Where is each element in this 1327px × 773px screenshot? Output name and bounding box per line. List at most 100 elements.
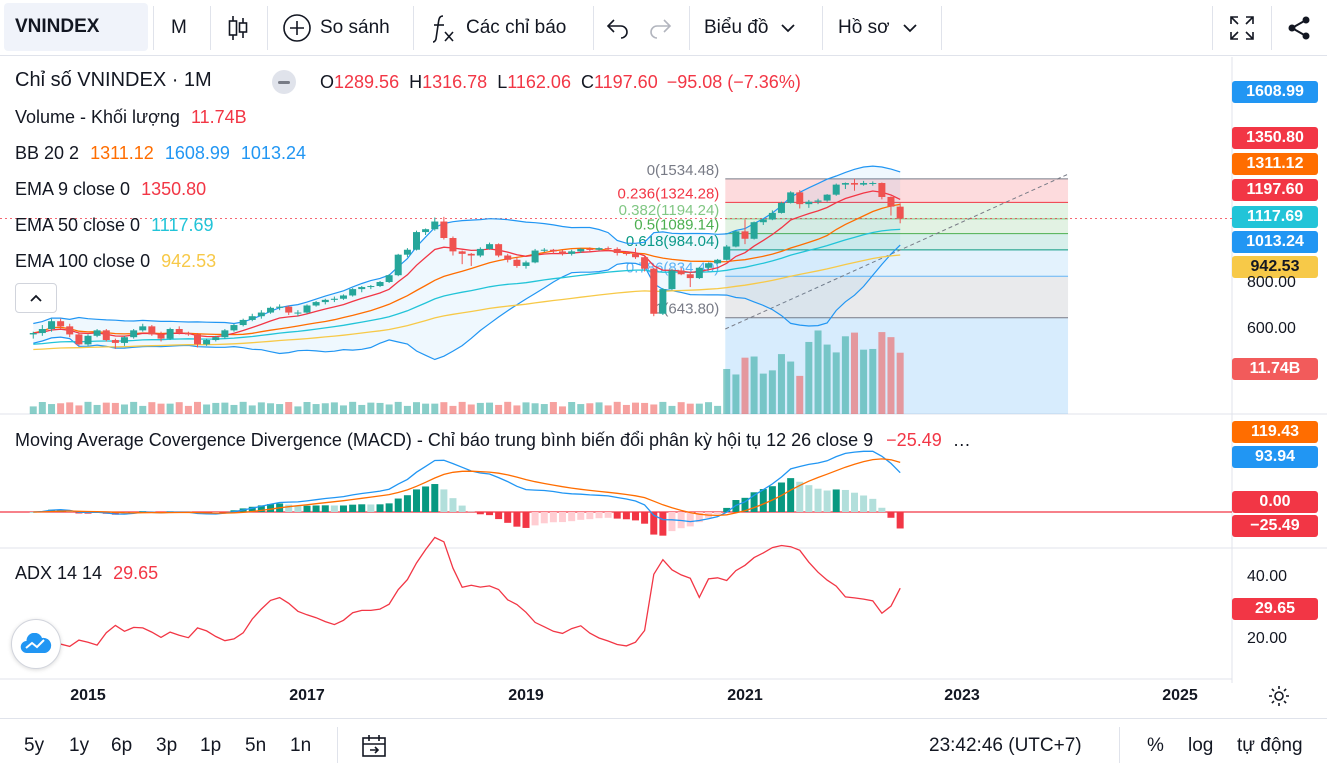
candle-style-button[interactable] — [226, 0, 250, 55]
low-label: L — [497, 72, 508, 92]
gear-icon — [1269, 686, 1289, 706]
volume-bar — [677, 402, 685, 414]
macd-histogram-bar — [285, 504, 293, 512]
auto-toggle[interactable]: tự động — [1237, 735, 1303, 756]
macd-histogram-bar — [878, 507, 886, 512]
volume-bar — [312, 404, 320, 414]
high-value: 1316.78 — [422, 72, 488, 92]
macd-histogram-bar — [540, 512, 548, 524]
candle-body — [668, 270, 676, 290]
percent-toggle[interactable]: % — [1147, 735, 1164, 756]
redo-button[interactable] — [648, 0, 672, 55]
candle-body — [896, 206, 904, 219]
bb-legend: BB 20 2 1311.12 1608.99 1013.24 — [15, 143, 306, 164]
macd-histogram-bar — [504, 512, 512, 523]
chart-layout-button[interactable]: Biểu đồ — [704, 0, 796, 55]
go-to-date-button[interactable] — [360, 719, 388, 773]
symbol-search-button[interactable]: VNINDEX — [4, 3, 148, 51]
volume-bar — [768, 370, 776, 414]
volume-bar — [57, 403, 65, 414]
candle-body — [869, 183, 877, 185]
time-axis-label: 2015 — [70, 687, 106, 704]
macd-histogram-bar — [358, 504, 366, 512]
volume-bar — [832, 352, 840, 414]
candle-body — [276, 306, 284, 308]
volume-bar — [358, 404, 366, 414]
adx-legend: ADX 14 14 29.65 — [15, 563, 158, 584]
candle-body — [878, 183, 886, 197]
chevron-down-icon — [902, 23, 917, 32]
interval-button[interactable]: M — [171, 16, 187, 38]
bottom-divider — [337, 727, 338, 763]
toolbar-divider — [153, 6, 154, 50]
volume-bar — [604, 405, 612, 414]
fib-zone — [725, 218, 1069, 234]
candle-body — [57, 321, 65, 327]
undo-button[interactable] — [606, 0, 630, 55]
bb-label: BB 20 2 — [15, 143, 80, 163]
candle-body — [641, 257, 649, 269]
add-circle-icon — [283, 13, 311, 42]
profile-button[interactable]: Hồ sơ — [838, 0, 918, 55]
log-toggle[interactable]: log — [1188, 735, 1214, 756]
open-label: O — [320, 72, 335, 92]
candle-body — [832, 184, 840, 195]
macd-histogram-bar — [777, 482, 785, 512]
range-button-1p[interactable]: 1p — [200, 735, 222, 756]
chart-settings-button[interactable] — [1267, 684, 1291, 708]
range-button-1n[interactable]: 1n — [290, 735, 312, 756]
range-button-3p[interactable]: 3p — [156, 735, 178, 756]
macd-histogram-bar — [294, 505, 302, 512]
range-button-5y[interactable]: 5y — [24, 735, 45, 756]
macd-histogram-bar — [714, 512, 722, 514]
range-button-6p[interactable]: 6p — [111, 735, 133, 756]
collapse-legend-button[interactable] — [15, 283, 57, 313]
range-button-1y[interactable]: 1y — [69, 735, 90, 756]
candle-body — [321, 299, 329, 303]
open-value: 1289.56 — [334, 72, 400, 92]
volume-bar — [796, 375, 804, 414]
volume-bar — [841, 336, 849, 414]
volume-bar — [66, 402, 74, 414]
candle-body — [841, 183, 849, 185]
macd-histogram-bar — [513, 512, 521, 527]
macd-signal-line — [33, 458, 901, 517]
candle-body — [312, 302, 320, 306]
volume-bar — [586, 403, 594, 414]
volume-bar — [887, 337, 895, 414]
candle-body — [860, 183, 868, 185]
macd-histogram-bar — [312, 505, 320, 512]
volume-bar — [787, 361, 795, 414]
range-button-5n[interactable]: 5n — [245, 735, 267, 756]
volume-bar — [203, 404, 211, 414]
ema50-value: 1117.69 — [151, 215, 214, 235]
volume-bar — [239, 401, 247, 414]
candle-body — [130, 330, 138, 338]
toolbar-divider — [593, 6, 594, 50]
compare-label: So sánh — [320, 16, 390, 38]
chart-layout-label: Biểu đồ — [704, 16, 769, 38]
legend-eye-button[interactable] — [272, 70, 296, 94]
ema9-line — [33, 190, 901, 338]
share-button[interactable] — [1286, 0, 1312, 55]
ema100-line — [33, 254, 901, 351]
chart-canvas[interactable]: 0(1534.48)0.236(1324.28)0.382(1194.24)0.… — [0, 57, 1327, 683]
macd-value: −25.49 — [886, 430, 942, 450]
bb-lower-line — [33, 244, 901, 361]
clock-timezone[interactable]: 23:42:46 (UTC+7) — [929, 735, 1082, 756]
volume-bar — [257, 402, 265, 414]
candle-body — [239, 319, 247, 326]
chart-area[interactable]: 0(1534.48) 0.236(1324.28) 0.382(1194.24) 0.… — [0, 57, 1327, 706]
candle-body — [184, 333, 192, 335]
candle-body — [613, 248, 621, 254]
candle-body — [476, 248, 484, 256]
volume-bar — [622, 404, 630, 414]
fullscreen-button[interactable] — [1228, 0, 1256, 55]
tradingview-logo[interactable] — [11, 619, 61, 669]
candle-body — [558, 251, 566, 254]
compare-button[interactable]: So sánh — [282, 0, 390, 55]
undo-icon — [606, 18, 628, 39]
macd-histogram-bar — [476, 512, 484, 515]
indicators-button[interactable]: Các chỉ báo — [430, 0, 566, 55]
macd-more: … — [952, 430, 971, 450]
